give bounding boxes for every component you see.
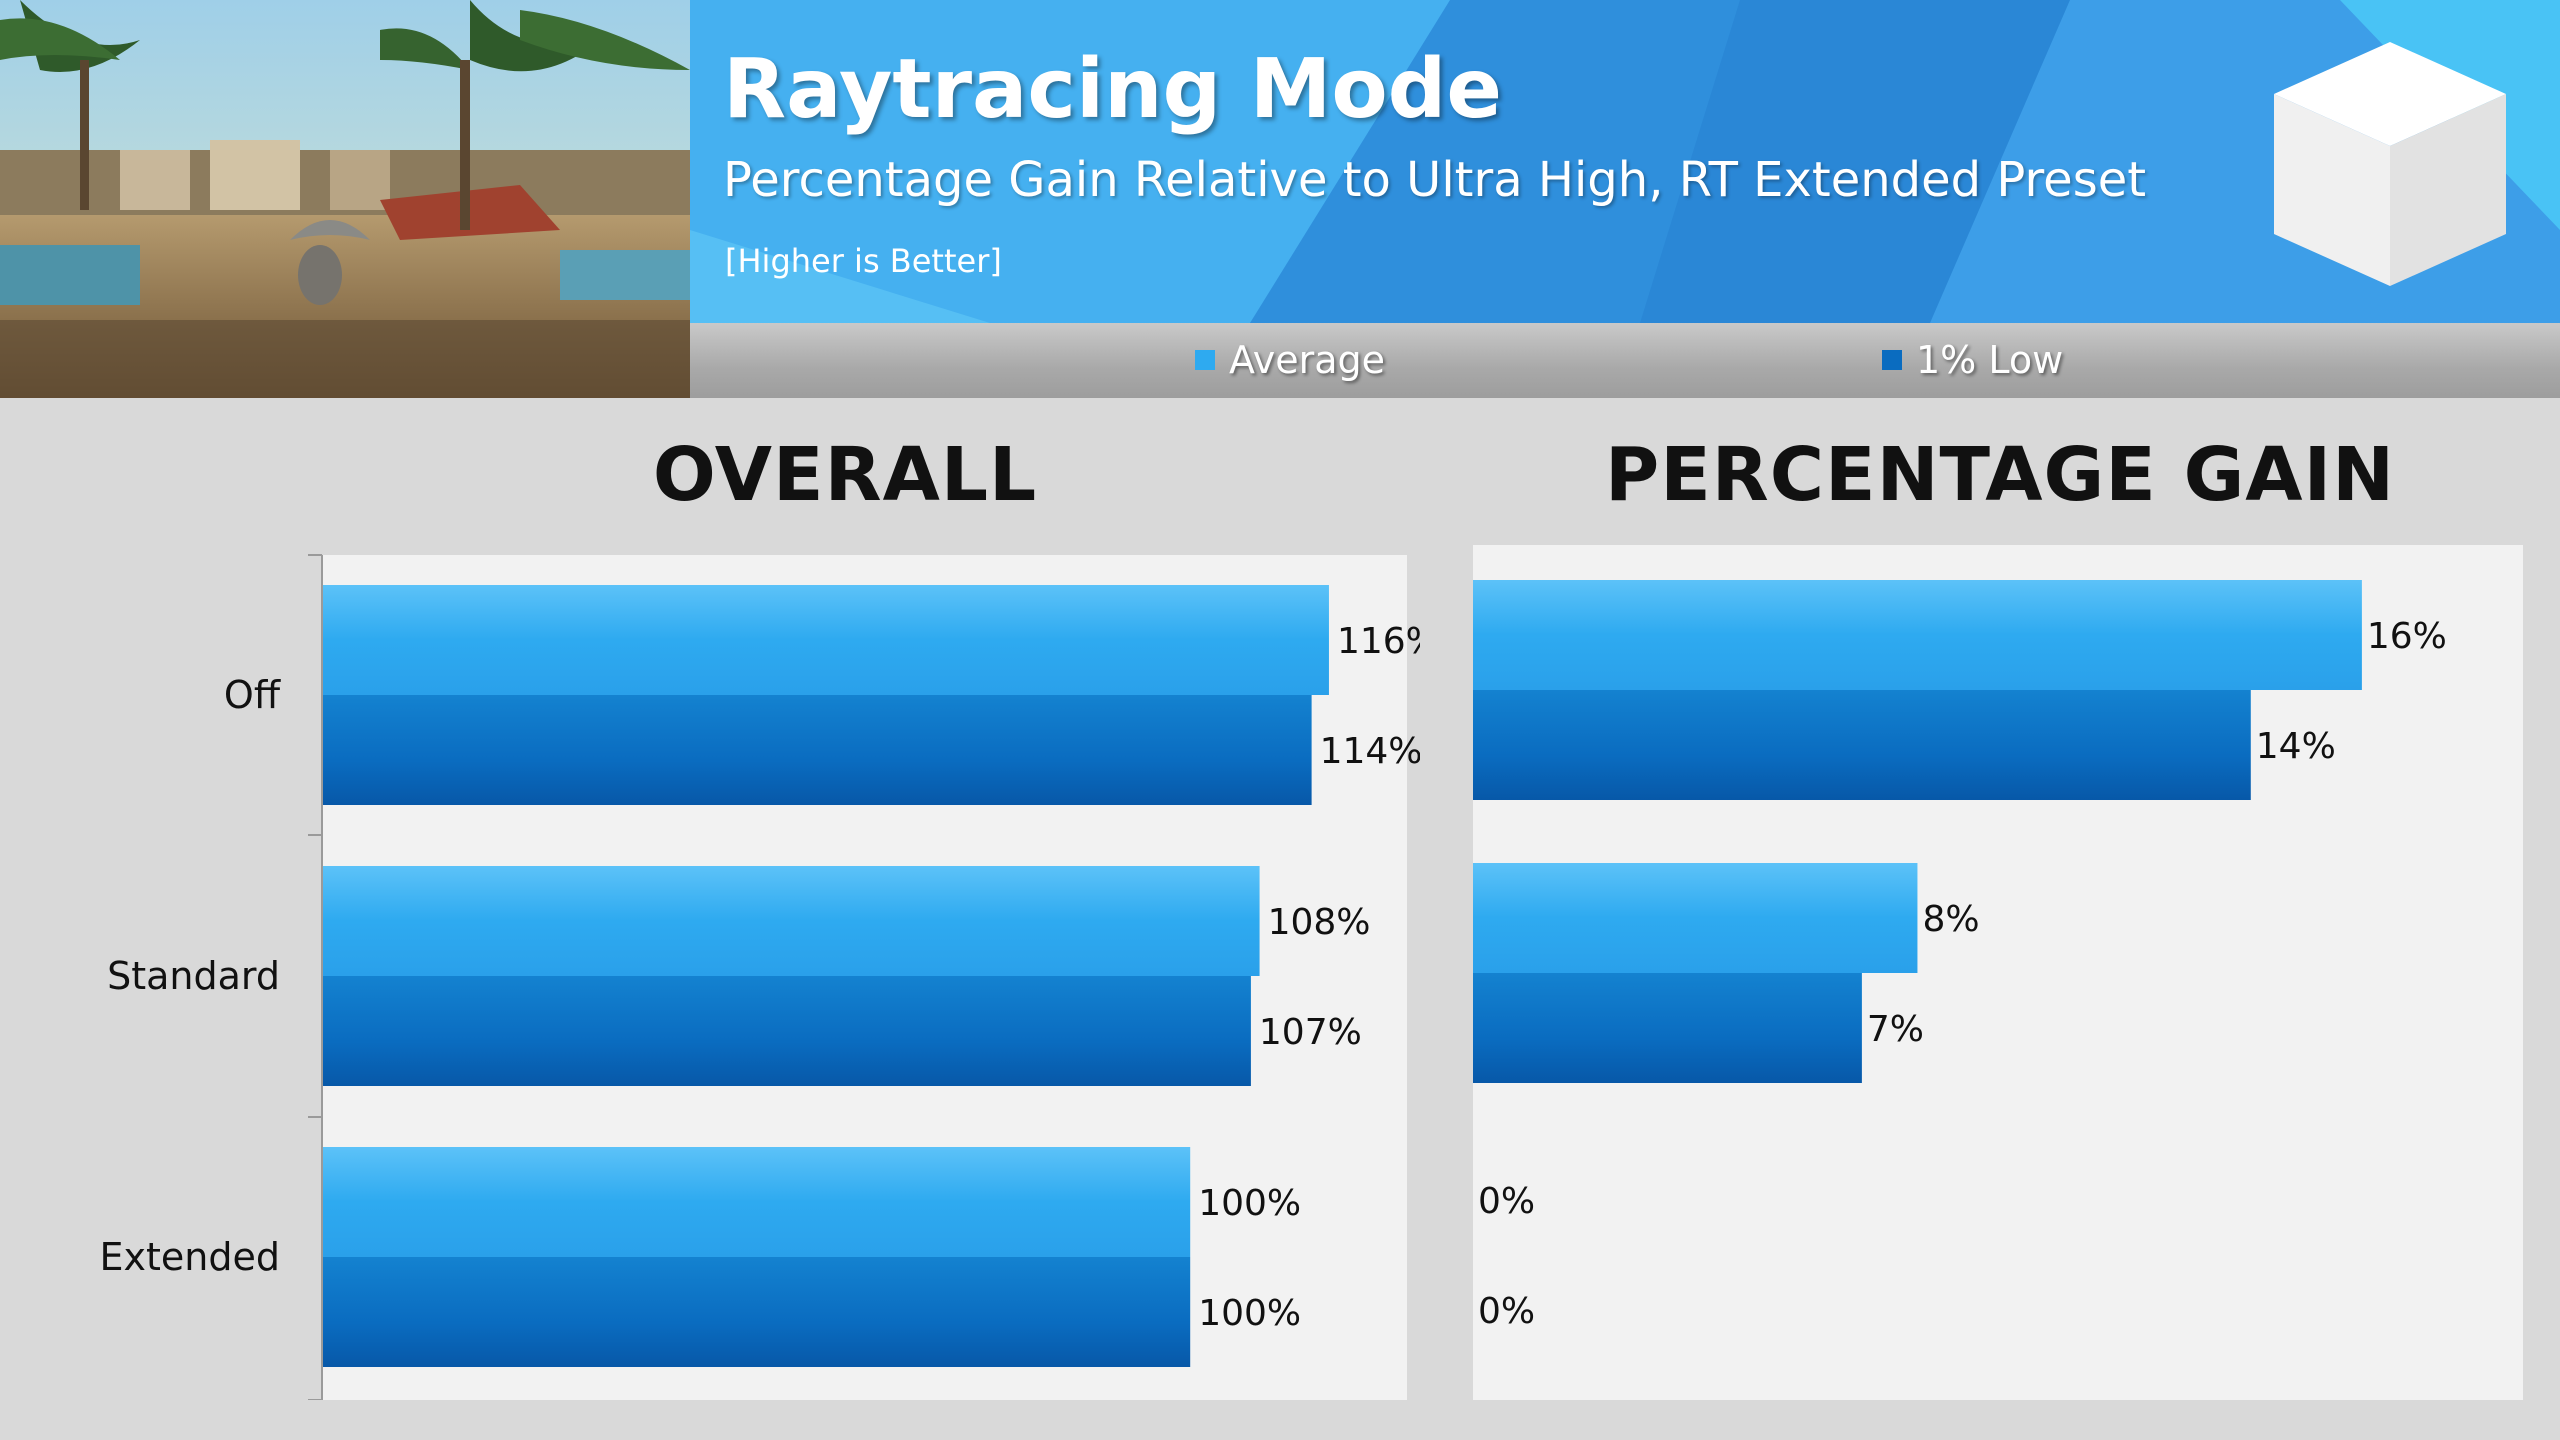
game-screenshot-thumbnail — [0, 0, 690, 398]
gain-data-label-average-off: 16% — [2367, 616, 2447, 657]
overall-bar-average-extended — [323, 1147, 1191, 1257]
overall-category-label-standard: Standard — [107, 954, 280, 998]
gain-data-label-1pct-low-extended: 0% — [1478, 1291, 1535, 1332]
gain-data-label-1pct-low-standard: 7% — [1867, 1009, 1924, 1050]
overall-category-label-extended: Extended — [100, 1235, 280, 1279]
legend-label-1pct-low: 1% Low — [1916, 338, 2064, 382]
chart-subtitle: Percentage Gain Relative to Ultra High, … — [723, 152, 2147, 208]
overall-data-label-average-extended: 100% — [1198, 1183, 1301, 1224]
overall-bar-1pct-low-standard — [323, 976, 1251, 1086]
legend-item-1pct-low: 1% Low — [1882, 338, 2064, 382]
overall-bar-average-off — [323, 585, 1329, 695]
percentage-gain-panel-title: PERCENTAGE GAIN — [1604, 432, 2396, 518]
overall-bar-average-standard — [323, 866, 1260, 976]
gain-bar-1pct-low-standard — [1473, 973, 1862, 1083]
overall-bar-chart: Off 116% 114% Standard 108% 107% Extended 100% 1… — [100, 554, 1420, 1400]
cube-logo — [2274, 42, 2506, 286]
overall-data-label-1pct-low-standard: 107% — [1259, 1012, 1362, 1053]
overall-data-label-average-off: 116% — [1337, 621, 1420, 662]
legend-bar — [690, 323, 2560, 398]
overall-bar-1pct-low-off — [323, 695, 1312, 805]
chart-title: Raytracing Mode — [723, 42, 1502, 137]
overall-category-label-off: Off — [224, 673, 281, 717]
percentage-gain-bar-chart: 16% 14% 8% 7% 0% 0% — [1473, 545, 2523, 1400]
gain-data-label-1pct-low-off: 14% — [2256, 726, 2336, 767]
legend-item-average: Average — [1195, 338, 1386, 382]
legend-swatch-average — [1195, 350, 1215, 370]
gain-bar-average-off — [1473, 580, 2362, 690]
legend-swatch-1pct-low — [1882, 350, 1902, 370]
gain-data-label-average-extended: 0% — [1478, 1181, 1535, 1222]
legend-label-average: Average — [1229, 338, 1386, 382]
overall-bar-1pct-low-extended — [323, 1257, 1191, 1367]
gain-data-label-average-standard: 8% — [1922, 899, 1979, 940]
gain-bar-1pct-low-off — [1473, 690, 2251, 800]
overall-data-label-1pct-low-off: 114% — [1320, 731, 1420, 772]
overall-panel-title: OVERALL — [652, 432, 1038, 518]
overall-data-label-1pct-low-extended: 100% — [1198, 1293, 1301, 1334]
higher-is-better-note: [Higher is Better] — [725, 242, 1002, 280]
overall-data-label-average-standard: 108% — [1268, 902, 1371, 943]
gain-bar-average-standard — [1473, 863, 1918, 973]
